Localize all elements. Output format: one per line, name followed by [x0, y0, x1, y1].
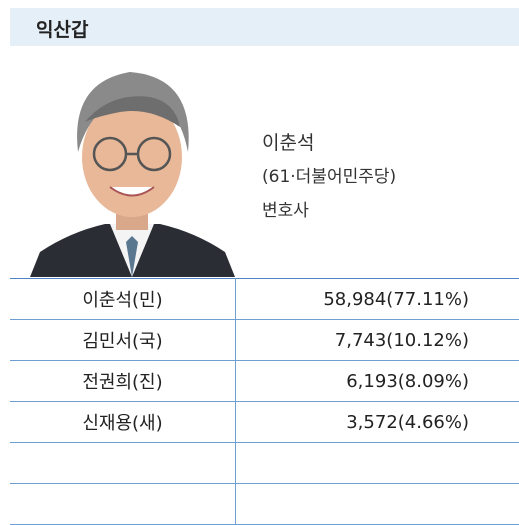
votes-cell: 7,743(10.12%) — [236, 320, 519, 361]
results-body: 이춘석(민)58,984(77.11%)김민서(국)7,743(10.12%)전… — [10, 279, 519, 443]
candidate-name: 이춘석 — [262, 126, 396, 160]
result-row: 신재용(새)3,572(4.66%) — [10, 402, 519, 443]
candidate-cell: 신재용(새) — [10, 402, 236, 443]
header-bar: 익산갑 — [10, 8, 519, 46]
votes-cell: 3,572(4.66%) — [236, 402, 519, 443]
candidate-cell: 이춘석(민) — [10, 279, 236, 320]
empty-cell — [236, 484, 519, 525]
votes-cell: 6,193(8.09%) — [236, 361, 519, 402]
empty-row — [10, 484, 519, 525]
result-row: 전권희(진)6,193(8.09%) — [10, 361, 519, 402]
votes-cell: 58,984(77.11%) — [236, 279, 519, 320]
empty-row — [10, 443, 519, 484]
empty-cell — [236, 443, 519, 484]
result-row: 이춘석(민)58,984(77.11%) — [10, 279, 519, 320]
empty-cell — [10, 484, 236, 525]
result-row: 김민서(국)7,743(10.12%) — [10, 320, 519, 361]
candidate-details: (61·더불어민주당) — [262, 160, 396, 194]
results-table: 이춘석(민)58,984(77.11%)김민서(국)7,743(10.12%)전… — [10, 278, 519, 525]
empty-rows — [10, 443, 519, 525]
candidate-photo — [30, 52, 235, 277]
candidate-info: 이춘석 (61·더불어민주당) 변호사 — [262, 126, 396, 228]
candidate-cell: 전권희(진) — [10, 361, 236, 402]
district-title: 익산갑 — [36, 15, 88, 42]
candidate-occupation: 변호사 — [262, 194, 396, 228]
candidate-cell: 김민서(국) — [10, 320, 236, 361]
empty-cell — [10, 443, 236, 484]
